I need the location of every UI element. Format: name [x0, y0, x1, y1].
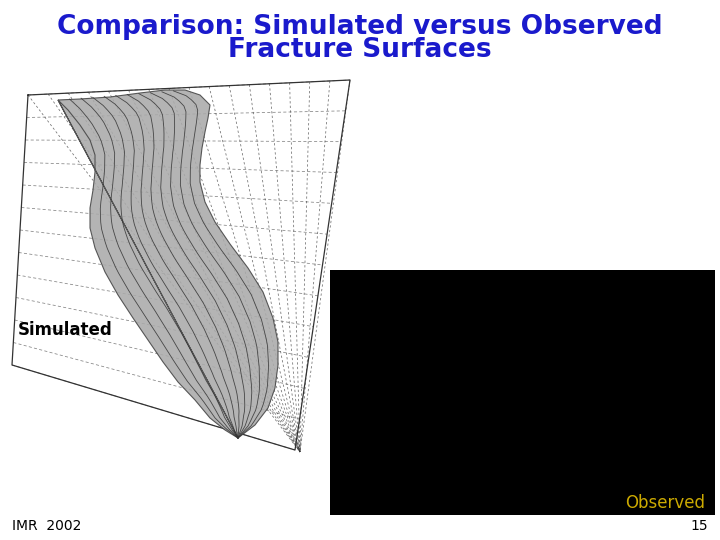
Polygon shape	[58, 90, 278, 438]
Text: IMR  2002: IMR 2002	[12, 519, 81, 533]
Text: Fracture Surfaces: Fracture Surfaces	[228, 37, 492, 63]
Bar	[330, 270, 715, 515]
Text: 15: 15	[690, 519, 708, 533]
Text: Observed: Observed	[625, 494, 705, 512]
Text: Simulated: Simulated	[18, 321, 113, 339]
Text: Comparison: Simulated versus Observed: Comparison: Simulated versus Observed	[57, 14, 663, 40]
